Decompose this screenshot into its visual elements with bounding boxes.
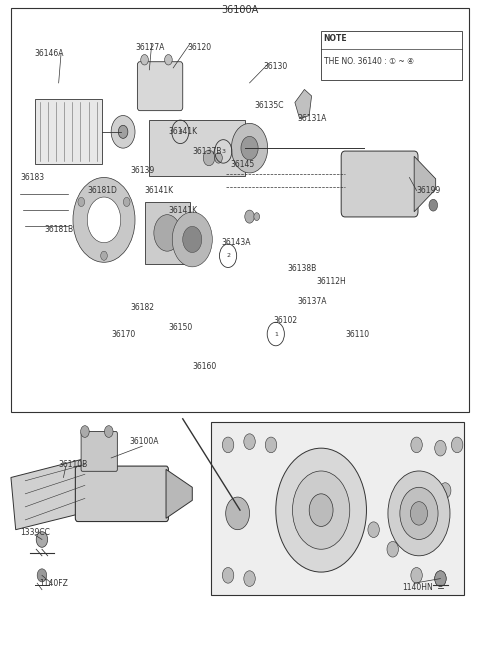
Text: THE NO. 36140 : ① ~ ④: THE NO. 36140 : ① ~ ④ bbox=[324, 56, 413, 66]
Circle shape bbox=[165, 54, 172, 65]
Circle shape bbox=[141, 54, 148, 65]
Circle shape bbox=[215, 153, 222, 163]
Circle shape bbox=[123, 197, 130, 206]
FancyBboxPatch shape bbox=[144, 202, 190, 264]
Circle shape bbox=[400, 487, 438, 540]
Circle shape bbox=[435, 571, 446, 586]
Circle shape bbox=[183, 227, 202, 252]
Text: 36145: 36145 bbox=[230, 160, 255, 169]
Circle shape bbox=[203, 150, 215, 166]
Circle shape bbox=[368, 522, 379, 538]
Circle shape bbox=[387, 542, 398, 557]
Text: 36181B: 36181B bbox=[44, 225, 73, 234]
Circle shape bbox=[244, 434, 255, 449]
Circle shape bbox=[36, 532, 48, 548]
Circle shape bbox=[411, 567, 422, 583]
Text: 36141K: 36141K bbox=[168, 127, 198, 136]
Text: 36131A: 36131A bbox=[297, 114, 327, 123]
Circle shape bbox=[410, 502, 428, 525]
Circle shape bbox=[435, 571, 446, 586]
Circle shape bbox=[388, 471, 450, 556]
Text: 36199: 36199 bbox=[417, 186, 441, 195]
Text: 36139: 36139 bbox=[130, 166, 155, 176]
Circle shape bbox=[425, 502, 437, 518]
Text: 36112H: 36112H bbox=[316, 277, 346, 286]
Text: 1339CC: 1339CC bbox=[21, 529, 50, 538]
Text: 36143A: 36143A bbox=[221, 238, 251, 247]
Text: 36160: 36160 bbox=[192, 362, 216, 371]
Circle shape bbox=[154, 215, 180, 251]
Circle shape bbox=[244, 571, 255, 586]
Text: 36130: 36130 bbox=[264, 62, 288, 71]
Text: 4: 4 bbox=[179, 129, 182, 134]
FancyBboxPatch shape bbox=[11, 8, 469, 412]
Text: 36100A: 36100A bbox=[130, 437, 159, 446]
Text: 36170: 36170 bbox=[111, 329, 135, 339]
Circle shape bbox=[440, 483, 451, 498]
Polygon shape bbox=[11, 458, 95, 530]
Circle shape bbox=[226, 497, 250, 530]
FancyBboxPatch shape bbox=[81, 432, 117, 472]
FancyBboxPatch shape bbox=[211, 422, 464, 595]
Text: 36110: 36110 bbox=[345, 329, 369, 339]
Text: 1140HN: 1140HN bbox=[402, 582, 433, 591]
Text: 36181D: 36181D bbox=[87, 186, 117, 195]
Circle shape bbox=[429, 199, 438, 211]
Text: 36120: 36120 bbox=[188, 43, 212, 52]
Circle shape bbox=[265, 437, 277, 453]
Text: 2: 2 bbox=[226, 253, 230, 258]
Circle shape bbox=[276, 448, 366, 572]
Circle shape bbox=[309, 494, 333, 527]
Circle shape bbox=[78, 197, 84, 206]
Text: 36141K: 36141K bbox=[168, 206, 198, 215]
Circle shape bbox=[231, 123, 268, 173]
Circle shape bbox=[37, 569, 47, 582]
Circle shape bbox=[292, 471, 350, 550]
Circle shape bbox=[241, 136, 258, 160]
Circle shape bbox=[222, 567, 234, 583]
Text: 3: 3 bbox=[221, 149, 225, 154]
Circle shape bbox=[87, 197, 120, 243]
Circle shape bbox=[435, 440, 446, 456]
Text: 1140FZ: 1140FZ bbox=[39, 578, 69, 588]
Circle shape bbox=[172, 212, 212, 267]
FancyBboxPatch shape bbox=[137, 62, 183, 111]
Circle shape bbox=[451, 437, 463, 453]
Text: 36183: 36183 bbox=[21, 173, 45, 182]
Circle shape bbox=[105, 426, 113, 438]
Text: NOTE: NOTE bbox=[324, 34, 347, 43]
Text: 36102: 36102 bbox=[274, 316, 298, 326]
FancyBboxPatch shape bbox=[321, 31, 462, 80]
Text: 36141K: 36141K bbox=[144, 186, 174, 195]
Circle shape bbox=[73, 178, 135, 262]
Circle shape bbox=[81, 426, 89, 438]
Polygon shape bbox=[295, 90, 312, 119]
Circle shape bbox=[222, 437, 234, 453]
Circle shape bbox=[111, 115, 135, 148]
Text: 36127A: 36127A bbox=[135, 43, 164, 52]
Text: 36146A: 36146A bbox=[35, 49, 64, 58]
Circle shape bbox=[118, 125, 128, 138]
FancyBboxPatch shape bbox=[35, 99, 102, 164]
Text: 36137B: 36137B bbox=[192, 147, 222, 156]
FancyBboxPatch shape bbox=[149, 121, 245, 176]
Text: 36138B: 36138B bbox=[288, 265, 317, 273]
Polygon shape bbox=[166, 470, 192, 518]
Text: 36100A: 36100A bbox=[221, 5, 259, 14]
Text: 36110B: 36110B bbox=[59, 460, 88, 469]
Polygon shape bbox=[414, 157, 436, 212]
Text: 36137A: 36137A bbox=[297, 297, 327, 306]
Text: 36150: 36150 bbox=[168, 323, 192, 332]
Circle shape bbox=[245, 210, 254, 223]
Circle shape bbox=[254, 213, 260, 221]
Text: 36182: 36182 bbox=[130, 303, 154, 312]
FancyBboxPatch shape bbox=[341, 151, 418, 217]
Circle shape bbox=[411, 437, 422, 453]
FancyBboxPatch shape bbox=[75, 466, 168, 521]
Circle shape bbox=[101, 251, 108, 260]
Text: 1: 1 bbox=[274, 331, 278, 337]
Text: 36135C: 36135C bbox=[254, 102, 284, 110]
